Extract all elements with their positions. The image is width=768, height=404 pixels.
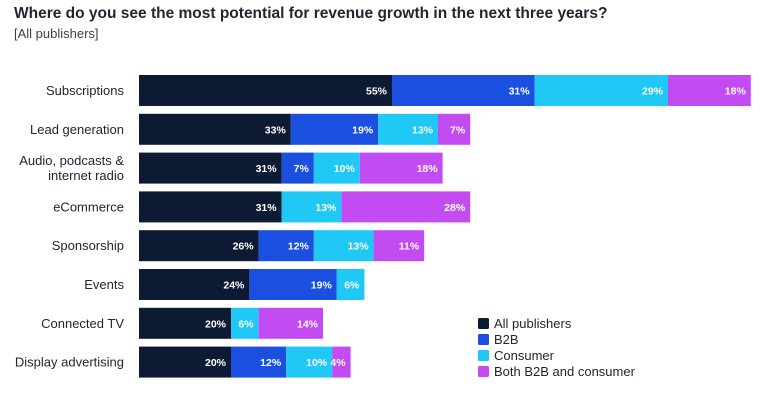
category-label: Display advertising [15, 355, 124, 370]
data-label: 19% [352, 124, 374, 136]
bar-segment [438, 113, 471, 145]
bar-segment [249, 269, 337, 300]
data-label: 7% [294, 163, 310, 175]
category-label: internet radio [48, 168, 124, 183]
category-labels: Subscriptions Lead generation Audio, podca… [15, 83, 125, 370]
data-label: 13% [315, 202, 337, 214]
data-label: 18% [725, 86, 747, 98]
bar-segment [378, 113, 438, 145]
legend-label: Both B2B and consumer [494, 364, 636, 379]
bar-segment [359, 152, 443, 184]
bar-segment [139, 269, 250, 300]
data-label: 7% [450, 124, 466, 136]
bar-segment [290, 113, 379, 145]
data-label: 24% [223, 280, 245, 292]
bar-segment [392, 75, 535, 106]
bar-area: 55% 31% 29% 18% 33% 19% 13% 7% 31% 7% 10% 18% 31% 13%… [139, 75, 751, 378]
bar-segment [281, 152, 314, 184]
data-label: 18% [417, 163, 439, 175]
data-label: 28% [444, 202, 466, 214]
data-label: 10% [334, 163, 356, 175]
legend-swatch [478, 318, 489, 329]
bar-segment [336, 269, 365, 300]
legend-label: All publishers [494, 316, 572, 331]
category-label: Lead generation [30, 122, 124, 137]
legend-label: B2B [494, 332, 519, 347]
chart-title: Where do you see the most potential for … [14, 5, 608, 22]
bar-segment [332, 346, 351, 378]
data-label: 33% [265, 124, 287, 136]
data-label: 11% [399, 241, 420, 253]
bar-segment [139, 307, 231, 339]
data-label: 20% [205, 357, 227, 369]
category-label: Sponsorship [52, 238, 124, 253]
bar-segment [534, 75, 668, 106]
data-label: 10% [306, 357, 328, 369]
bar-segment [139, 191, 282, 223]
chart-subtitle: [All publishers] [14, 26, 99, 41]
category-label: Connected TV [41, 316, 124, 331]
bar-segment [668, 75, 751, 106]
bar-segment [281, 191, 342, 223]
data-label: 6% [344, 280, 360, 292]
data-label: 14% [297, 318, 319, 330]
bar-segment [258, 230, 314, 262]
category-label: eCommerce [53, 199, 124, 214]
bar-segment [313, 152, 360, 184]
bar-segment [139, 152, 282, 184]
data-label: 4% [330, 357, 346, 369]
data-label: 13% [348, 241, 370, 253]
data-label: 13% [412, 124, 434, 136]
data-label: 29% [642, 86, 664, 98]
bar-segment [139, 346, 231, 378]
category-label: Audio, podcasts & [19, 153, 124, 168]
bar-segment [231, 346, 287, 378]
data-label: 6% [238, 318, 254, 330]
legend-label: Consumer [494, 348, 555, 363]
data-label: 12% [260, 357, 282, 369]
bar-segment [139, 230, 259, 262]
bar-segment [313, 230, 374, 262]
data-label: 31% [509, 86, 531, 98]
data-label: 19% [311, 280, 333, 292]
data-label: 55% [366, 86, 388, 98]
bar-segment [139, 75, 392, 106]
data-label: 12% [288, 241, 310, 253]
legend-swatch [478, 366, 489, 377]
bar-segment [231, 307, 259, 339]
bar-segment [373, 230, 425, 262]
legend-swatch [478, 350, 489, 361]
data-label: 20% [205, 318, 227, 330]
category-label: Events [84, 277, 124, 292]
bar-segment [258, 307, 323, 339]
bar-segment [341, 191, 471, 223]
data-label: 31% [256, 163, 278, 175]
bar-segment [286, 346, 333, 378]
data-label: 31% [256, 202, 278, 214]
legend-swatch [478, 334, 489, 345]
category-label: Subscriptions [46, 83, 125, 98]
data-label: 26% [233, 241, 255, 253]
bar-segment [139, 113, 291, 145]
